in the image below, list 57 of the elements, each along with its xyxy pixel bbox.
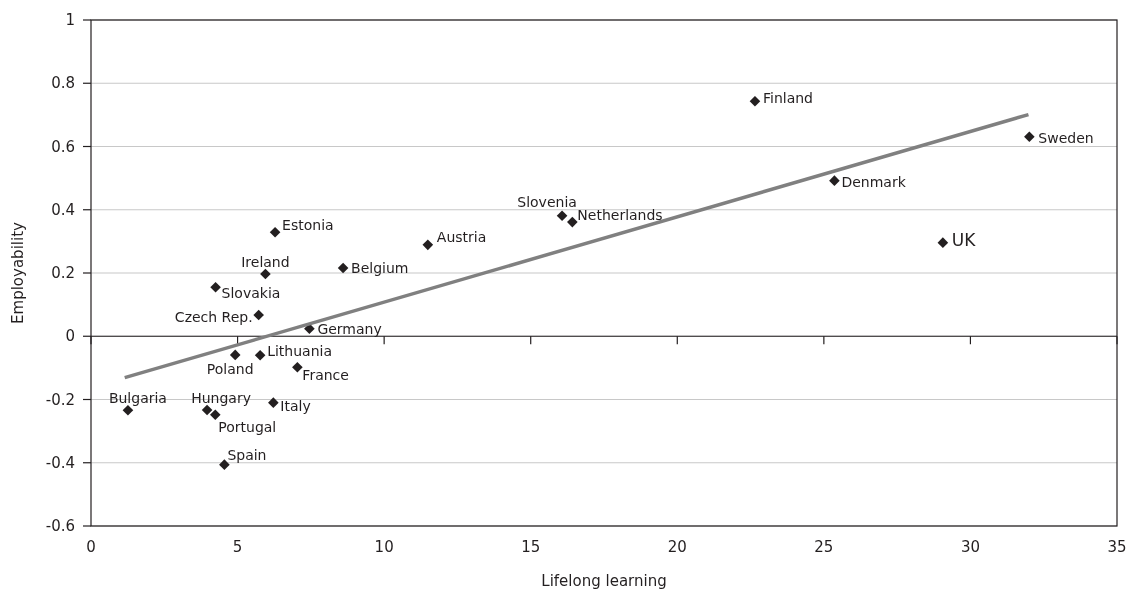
x-tick-label: 35 bbox=[1107, 538, 1127, 556]
y-tick-label: 1 bbox=[65, 11, 75, 29]
x-tick-label: 25 bbox=[814, 538, 834, 556]
point bbox=[253, 309, 264, 321]
point bbox=[749, 95, 761, 107]
point bbox=[210, 281, 221, 293]
y-tick-label: 0.4 bbox=[51, 200, 75, 219]
annotation: Denmark bbox=[841, 173, 907, 190]
annotation: Estonia bbox=[282, 217, 334, 234]
point bbox=[337, 262, 349, 274]
x-tick-label: 10 bbox=[374, 538, 394, 556]
point bbox=[219, 459, 230, 470]
y-tick-label: 0.6 bbox=[51, 137, 75, 156]
x-tick-label: 30 bbox=[960, 538, 980, 556]
y-axis-title: Employability bbox=[9, 221, 27, 324]
x-tick-label: 5 bbox=[232, 538, 243, 556]
annotation: Hungary bbox=[191, 389, 251, 406]
point bbox=[937, 237, 949, 248]
annotation: Sweden bbox=[1038, 129, 1094, 146]
point bbox=[229, 349, 241, 361]
x-tick-label: 15 bbox=[521, 538, 541, 556]
point bbox=[268, 397, 279, 408]
y-tick-label: 0 bbox=[65, 327, 75, 346]
x-axis-title: Lifelong learning bbox=[541, 572, 667, 590]
point bbox=[209, 409, 221, 420]
annotation: Czech Rep. bbox=[174, 309, 253, 326]
annotation: Netherlands bbox=[577, 207, 663, 224]
annotation: Lithuania bbox=[267, 343, 332, 360]
x-tick-label: 20 bbox=[667, 538, 687, 556]
annotation: UK bbox=[951, 229, 977, 250]
annotation: Finland bbox=[762, 90, 813, 107]
point bbox=[422, 239, 434, 251]
y-tick-label: 0.2 bbox=[51, 264, 75, 282]
annotation: Italy bbox=[280, 397, 311, 414]
y-tick-label: -0.2 bbox=[45, 390, 75, 409]
point bbox=[556, 210, 568, 222]
annotation: Bulgaria bbox=[108, 390, 167, 407]
annotation: Poland bbox=[206, 360, 254, 377]
annotation: France bbox=[302, 367, 349, 384]
point bbox=[292, 361, 303, 373]
point bbox=[254, 349, 266, 361]
x-tick-label: 0 bbox=[86, 538, 96, 556]
annotation: Germany bbox=[317, 320, 382, 337]
point bbox=[1024, 131, 1035, 142]
annotation: Belgium bbox=[351, 259, 409, 276]
y-tick-label: -0.4 bbox=[45, 453, 75, 472]
annotation: Slovakia bbox=[221, 285, 281, 302]
annotation: Portugal bbox=[218, 418, 277, 435]
annotation: Spain bbox=[227, 446, 267, 463]
point bbox=[567, 216, 578, 228]
annotation: Slovenia bbox=[517, 193, 577, 210]
y-tick-label: 0.8 bbox=[51, 74, 75, 93]
annotation: Austria bbox=[436, 228, 487, 245]
y-tick-label: -0.6 bbox=[45, 517, 75, 535]
point bbox=[269, 226, 281, 238]
annotation: Ireland bbox=[241, 253, 290, 270]
point bbox=[829, 175, 840, 186]
